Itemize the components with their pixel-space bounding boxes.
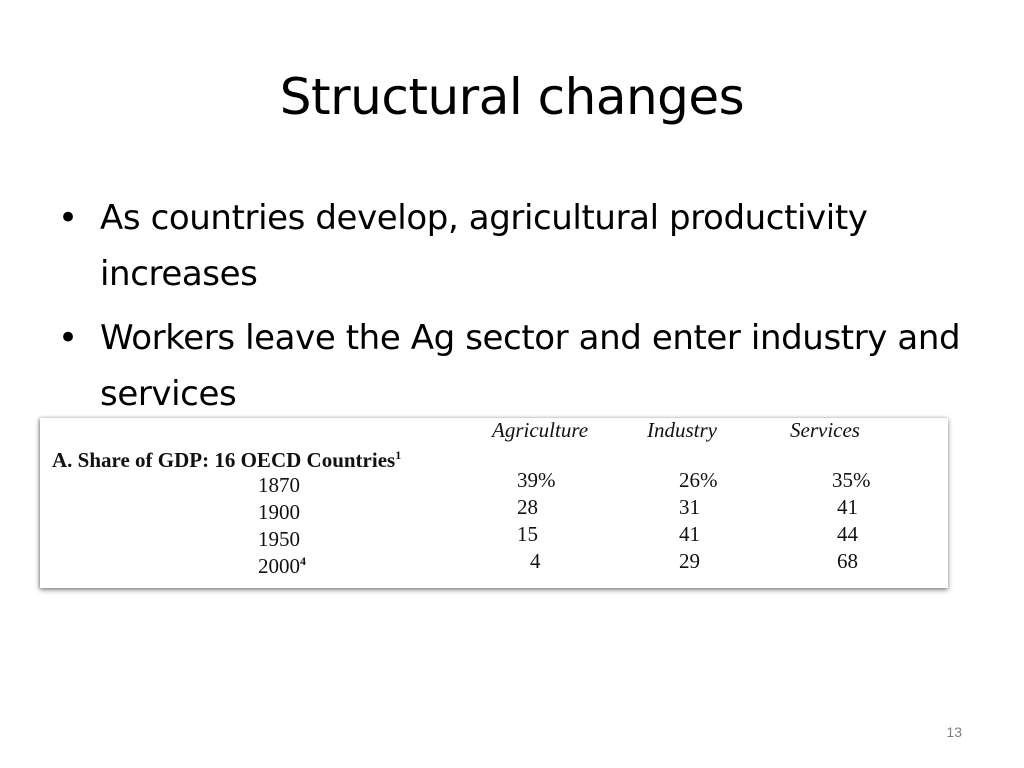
column-header-agriculture: Agriculture	[492, 418, 589, 442]
services-cell: 44	[837, 522, 858, 546]
bullet-item: • Workers leave the Ag sector and enter …	[58, 310, 988, 422]
row-year: 20004	[258, 554, 306, 578]
column-header-industry: Industry	[647, 418, 717, 442]
table-row: 1870 39% 26% 35%	[40, 467, 948, 497]
bullet-text: Workers leave the Ag sector and enter in…	[100, 318, 961, 414]
bullet-list: • As countries develop, agricultural pro…	[58, 190, 988, 430]
row-year: 1900	[258, 500, 300, 524]
services-cell: 35%	[832, 468, 871, 492]
slide-title: Structural changes	[279, 68, 745, 126]
services-cell: 68	[837, 549, 858, 573]
industry-cell: 26%	[679, 468, 718, 492]
agriculture-cell: 4	[530, 549, 541, 573]
agriculture-cell: 28	[517, 495, 538, 519]
agriculture-cell: 39%	[517, 468, 556, 492]
industry-cell: 31	[679, 495, 700, 519]
row-year: 1870	[258, 473, 300, 497]
table-row: 1900 28 31 41	[40, 494, 948, 524]
gdp-share-table: Agriculture Industry Services A. Share o…	[40, 418, 948, 588]
agriculture-cell: 15	[517, 522, 538, 546]
industry-cell: 29	[679, 549, 700, 573]
services-cell: 41	[837, 495, 858, 519]
panel-label-footnote: 1	[395, 448, 402, 462]
bullet-dot-icon: •	[58, 198, 78, 238]
row-year: 1950	[258, 527, 300, 551]
column-header-services: Services	[790, 418, 860, 442]
bullet-item: • As countries develop, agricultural pro…	[58, 190, 988, 302]
industry-cell: 41	[679, 522, 700, 546]
bullet-dot-icon: •	[58, 318, 78, 358]
panel-label: A. Share of GDP: 16 OECD Countries1	[52, 442, 401, 473]
page-number: 13	[946, 724, 962, 740]
panel-label-text: A. Share of GDP: 16 OECD Countries	[52, 448, 396, 472]
bullet-text: As countries develop, agricultural produ…	[100, 198, 868, 294]
table-row: 20004 4 29 68	[40, 548, 948, 578]
table-row: 1950 15 41 44	[40, 521, 948, 551]
